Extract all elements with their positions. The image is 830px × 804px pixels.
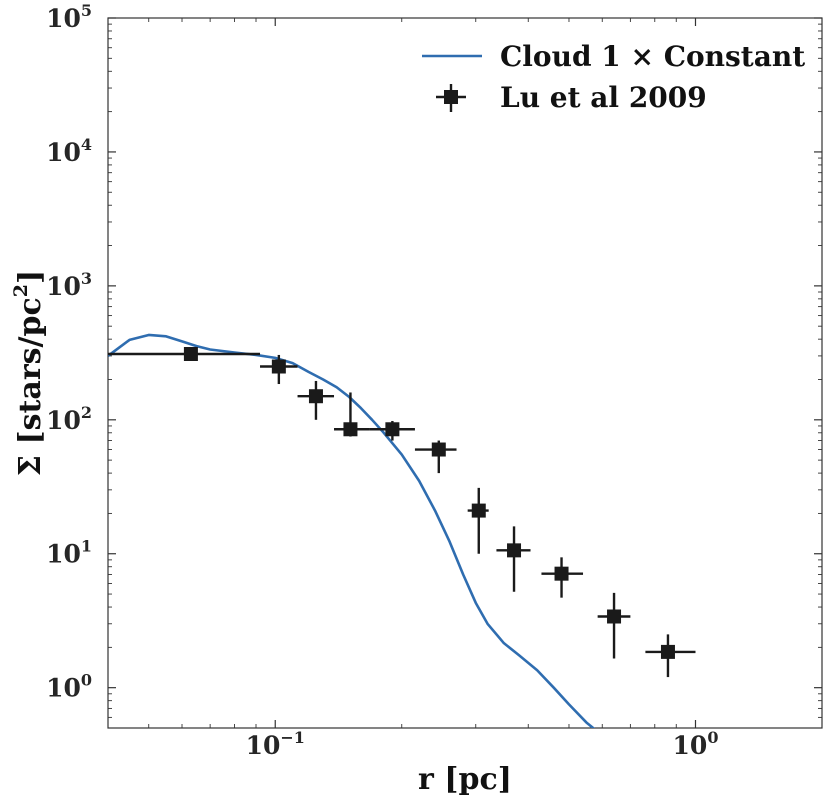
data-point-marker bbox=[660, 644, 675, 659]
legend: Cloud 1 × Constant Lu et al 2009 bbox=[422, 40, 805, 114]
x-tick-label: 10−1 bbox=[246, 728, 305, 760]
legend-label-markers: Lu et al 2009 bbox=[500, 81, 707, 114]
data-point-marker bbox=[343, 422, 358, 437]
y-axis-label-sup: 2 bbox=[10, 284, 32, 297]
data-point-marker bbox=[271, 359, 286, 374]
data-point-marker bbox=[183, 346, 198, 361]
tick-labels: 100 101 102 103 104 105 10−1 100 bbox=[46, 1, 718, 760]
y-tick-label: 104 bbox=[46, 135, 92, 167]
x-tick-label: 100 bbox=[673, 728, 719, 760]
data-point-marker bbox=[607, 609, 622, 624]
y-axis-label-close: ] bbox=[13, 270, 48, 284]
x-axis-label: r [pc] bbox=[418, 762, 512, 797]
data-point-marker bbox=[507, 543, 522, 558]
data-point-marker bbox=[308, 389, 323, 404]
data-point-marker bbox=[385, 422, 400, 437]
y-tick-label: 100 bbox=[46, 671, 92, 703]
data-layer bbox=[108, 333, 696, 728]
y-tick-label: 105 bbox=[46, 1, 92, 33]
data-point-marker bbox=[431, 442, 446, 457]
plot-area-frame bbox=[107, 17, 823, 729]
axis-ticks bbox=[107, 17, 823, 729]
y-tick-label: 101 bbox=[46, 537, 92, 569]
data-point-marker bbox=[471, 503, 486, 518]
series-line-cloud1 bbox=[108, 333, 596, 728]
y-tick-label: 102 bbox=[46, 403, 92, 435]
data-point-marker bbox=[554, 566, 569, 581]
y-axis-label-base: Σ [stars/pc bbox=[13, 297, 48, 476]
y-tick-label: 103 bbox=[46, 269, 92, 301]
legend-label-line: Cloud 1 × Constant bbox=[500, 40, 805, 73]
y-axis-label: Σ [stars/pc2] bbox=[10, 270, 48, 476]
legend-marker-swatch bbox=[436, 84, 466, 112]
